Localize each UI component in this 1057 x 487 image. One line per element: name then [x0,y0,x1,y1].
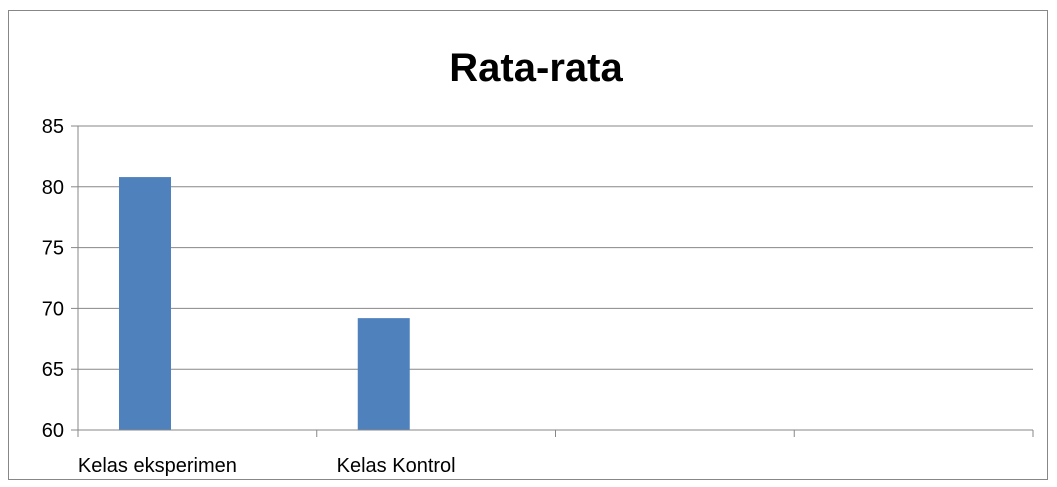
y-tick-label: 80 [42,177,64,199]
y-tick-label: 75 [42,238,64,260]
y-tick-label: 65 [42,359,64,381]
y-tick-label: 70 [42,298,64,320]
y-axis-ticks: 60 65 70 75 80 85 [42,116,79,442]
gridlines [78,125,1033,431]
x-category-label: Kelas Kontrol [337,455,456,477]
bar [119,177,171,430]
bar [357,318,410,430]
y-tick-label: 85 [42,116,64,138]
y-tick-label: 60 [42,420,64,442]
chart-title: Rata-rata [449,46,623,90]
x-category-label: Kelas eksperimen [78,455,237,477]
bars [119,177,410,430]
x-axis: Kelas eksperimen Kelas Kontrol [77,429,1034,477]
chart-frame [8,10,1048,480]
